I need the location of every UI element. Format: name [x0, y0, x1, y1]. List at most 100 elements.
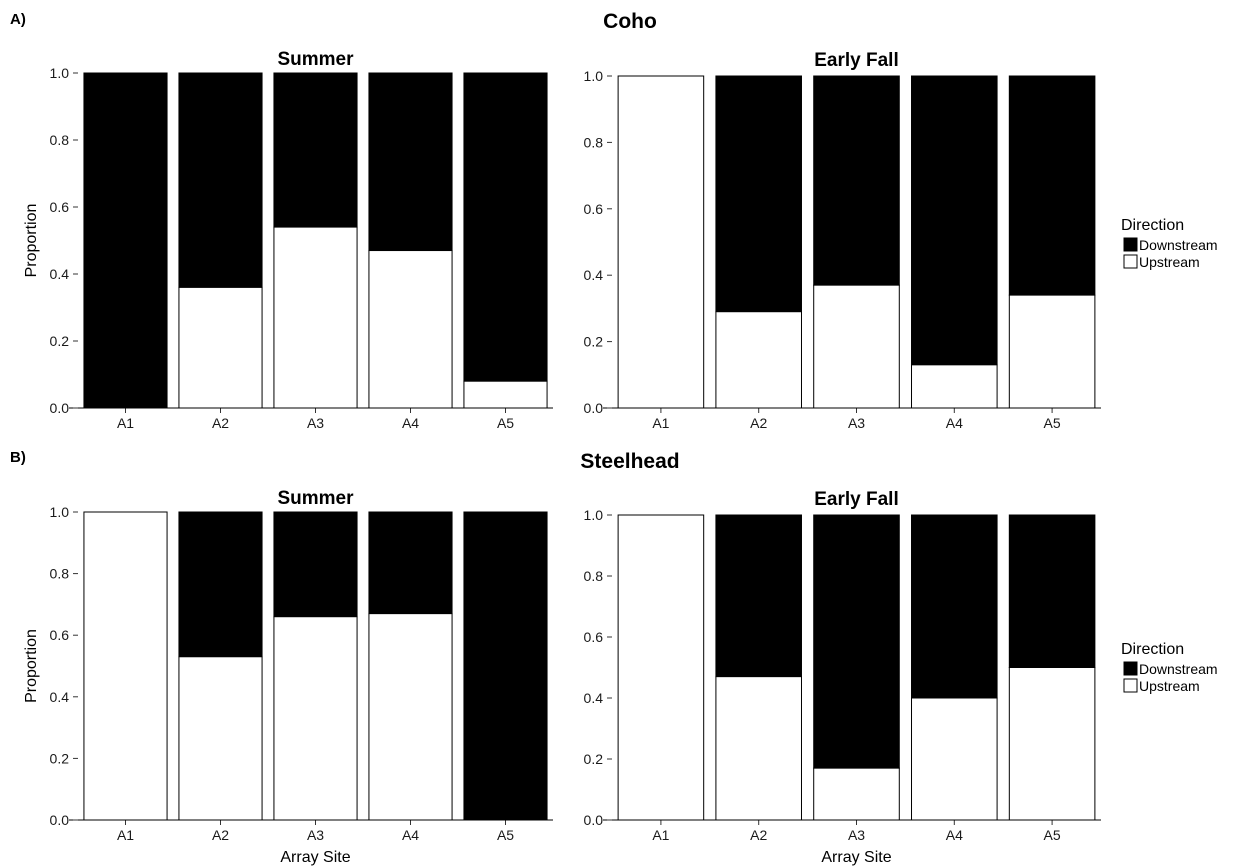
y-tick-label-0-0-coho-summer: 0.0 — [50, 400, 70, 416]
legend-swatch-downstream — [1123, 661, 1138, 676]
y-tick-label-0-4-coho-early-fall: 0.4 — [584, 267, 604, 283]
y-axis-title-steelhead-summer: Proportion — [23, 629, 40, 703]
x-tick-label-a5-steelhead-summer: A5 — [497, 827, 514, 843]
x-tick-label-a3-coho-early-fall: A3 — [848, 415, 865, 431]
bar-upstream-a2-coho-summer — [178, 286, 263, 409]
bar-downstream-a4-coho-early-fall — [911, 75, 998, 366]
bar-downstream-a5-steelhead-summer — [463, 511, 548, 821]
x-tick-label-a1-steelhead-early-fall: A1 — [652, 827, 669, 843]
x-tick-label-a2-coho-summer: A2 — [212, 415, 229, 431]
bar-upstream-a2-steelhead-summer — [178, 656, 263, 821]
bar-downstream-a4-coho-summer — [368, 72, 453, 252]
y-tick-label-1-0-steelhead-early-fall: 1.0 — [584, 507, 604, 523]
x-tick-label-a5-coho-early-fall: A5 — [1044, 415, 1061, 431]
bar-upstream-a4-steelhead-summer — [368, 613, 453, 821]
y-tick-label-0-8-steelhead-early-fall: 0.8 — [584, 568, 604, 584]
bar-downstream-a2-steelhead-summer — [178, 511, 263, 658]
bar-downstream-a3-coho-summer — [273, 72, 358, 228]
bar-upstream-a3-steelhead-summer — [273, 616, 358, 821]
bar-upstream-a1-coho-early-fall — [617, 75, 705, 409]
bar-upstream-a4-coho-early-fall — [911, 364, 998, 409]
bar-upstream-a1-steelhead-summer — [83, 511, 168, 821]
x-axis-title-steelhead-early-fall: Array Site — [821, 849, 891, 866]
x-tick-label-a2-steelhead-summer: A2 — [212, 827, 229, 843]
x-tick-label-a4-coho-summer: A4 — [402, 415, 419, 431]
legend-label-downstream: Downstream — [1139, 237, 1218, 253]
y-tick-label-0-0-steelhead-summer: 0.0 — [50, 812, 70, 828]
bar-upstream-a2-coho-early-fall — [715, 311, 802, 409]
bar-downstream-a2-coho-summer — [178, 72, 263, 288]
y-tick-label-0-6-steelhead-summer: 0.6 — [50, 627, 70, 643]
species-title-steelhead: Steelhead — [580, 450, 679, 473]
bar-downstream-a1-coho-summer — [83, 72, 168, 409]
bar-upstream-a3-steelhead-early-fall — [813, 767, 900, 821]
bar-downstream-a5-coho-early-fall — [1008, 75, 1096, 296]
x-axis-title-steelhead-summer: Array Site — [280, 849, 350, 866]
x-tick-label-a4-coho-early-fall: A4 — [946, 415, 963, 431]
y-tick-label-0-6-steelhead-early-fall: 0.6 — [584, 629, 604, 645]
bar-downstream-a3-coho-early-fall — [813, 75, 900, 286]
legend-swatch-downstream — [1123, 237, 1138, 252]
bar-downstream-a3-steelhead-early-fall — [813, 514, 900, 769]
legend-swatch-upstream — [1123, 254, 1138, 269]
chart-title-coho-early-fall: Early Fall — [814, 50, 899, 71]
x-tick-label-a1-steelhead-summer: A1 — [117, 827, 134, 843]
bar-upstream-a4-coho-summer — [368, 250, 453, 409]
y-tick-label-0-4-coho-summer: 0.4 — [50, 266, 70, 282]
legend-label-downstream: Downstream — [1139, 661, 1218, 677]
bar-downstream-a5-coho-summer — [463, 72, 548, 382]
y-tick-label-0-4-steelhead-summer: 0.4 — [50, 689, 70, 705]
x-tick-label-a3-steelhead-summer: A3 — [307, 827, 324, 843]
y-tick-label-0-8-steelhead-summer: 0.8 — [50, 566, 70, 582]
chart-steelhead-summer: Summer A1 A2 A3 A4 A5 0.0 0.2 0.4 0.6 0.8 1.0 Propor… — [23, 488, 553, 866]
y-tick-label-1-0-steelhead-summer: 1.0 — [50, 504, 70, 520]
chart-title-steelhead-summer: Summer — [277, 488, 354, 509]
bar-upstream-a5-coho-summer — [463, 380, 548, 409]
bar-downstream-a2-coho-early-fall — [715, 75, 802, 313]
x-tick-label-a4-steelhead-early-fall: A4 — [946, 827, 963, 843]
y-tick-label-0-2-steelhead-early-fall: 0.2 — [584, 751, 604, 767]
bar-upstream-a3-coho-summer — [273, 226, 358, 409]
y-tick-label-0-2-coho-early-fall: 0.2 — [584, 334, 604, 350]
x-tick-label-a1-coho-early-fall: A1 — [652, 415, 669, 431]
y-axis-title-coho-summer: Proportion — [23, 204, 40, 278]
y-tick-label-1-0-coho-early-fall: 1.0 — [584, 68, 604, 84]
bar-upstream-a4-steelhead-early-fall — [911, 697, 998, 821]
y-tick-label-0-8-coho-early-fall: 0.8 — [584, 134, 604, 150]
y-tick-label-0-4-steelhead-early-fall: 0.4 — [584, 690, 604, 706]
y-tick-label-1-0-coho-summer: 1.0 — [50, 65, 70, 81]
species-title-coho: Coho — [603, 10, 657, 33]
chart-title-coho-summer: Summer — [277, 49, 354, 70]
bar-upstream-a1-steelhead-early-fall — [617, 514, 705, 821]
x-tick-label-a5-coho-summer: A5 — [497, 415, 514, 431]
bar-downstream-a3-steelhead-summer — [273, 511, 358, 618]
bar-downstream-a2-steelhead-early-fall — [715, 514, 802, 678]
y-tick-label-0-2-steelhead-summer: 0.2 — [50, 750, 70, 766]
bar-upstream-a2-steelhead-early-fall — [715, 676, 802, 821]
y-tick-label-0-2-coho-summer: 0.2 — [50, 333, 70, 349]
y-tick-label-0-6-coho-summer: 0.6 — [50, 199, 70, 215]
y-tick-label-0-0-coho-early-fall: 0.0 — [584, 400, 604, 416]
x-tick-label-a3-steelhead-early-fall: A3 — [848, 827, 865, 843]
x-tick-label-a2-coho-early-fall: A2 — [750, 415, 767, 431]
chart-title-steelhead-early-fall: Early Fall — [814, 489, 899, 510]
bar-downstream-a4-steelhead-summer — [368, 511, 453, 615]
bar-upstream-a5-steelhead-early-fall — [1008, 667, 1096, 821]
legend-swatch-upstream — [1123, 678, 1138, 693]
x-tick-label-a3-coho-summer: A3 — [307, 415, 324, 431]
bar-downstream-a5-steelhead-early-fall — [1008, 514, 1096, 668]
chart-coho-summer: Summer A1 A2 A3 A4 A5 0.0 0.2 0.4 0.6 0.8 1.0 Propor… — [23, 49, 553, 431]
legend-label-upstream: Upstream — [1139, 678, 1200, 694]
x-tick-label-a4-steelhead-summer: A4 — [402, 827, 419, 843]
legend-title: Direction — [1121, 217, 1184, 234]
x-tick-label-a5-steelhead-early-fall: A5 — [1044, 827, 1061, 843]
chart-coho-early-fall: Early Fall A1 A2 A3 A4 A5 0.0 0.2 0.4 0.6 0.8 1.0 — [584, 50, 1101, 431]
x-tick-label-a1-coho-summer: A1 — [117, 415, 134, 431]
y-tick-label-0-0-steelhead-early-fall: 0.0 — [584, 812, 604, 828]
bar-upstream-a3-coho-early-fall — [813, 284, 900, 409]
chart-steelhead-early-fall: Early Fall A1 A2 A3 A4 A5 0.0 0.2 0.4 0.6 0.8 1.0 Ar… — [584, 489, 1101, 866]
panel-label-a: A) — [10, 11, 26, 28]
